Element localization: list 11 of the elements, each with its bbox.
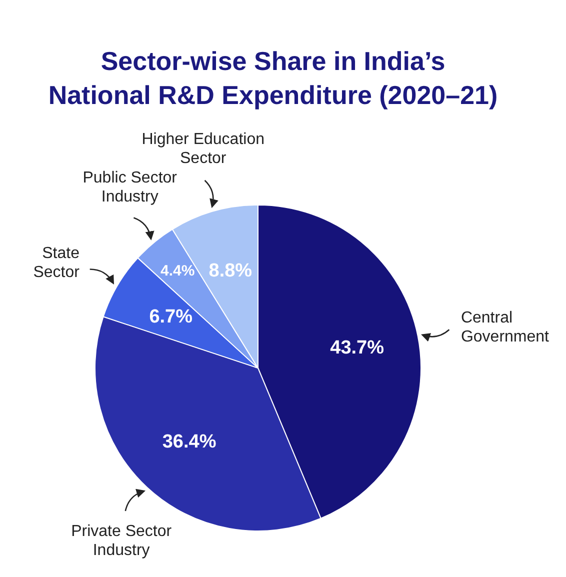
data-label: 4.4%	[160, 262, 195, 280]
slice-label: Central Government	[460, 309, 550, 346]
data-label: 6.7%	[149, 306, 193, 328]
slice-label: State Sector	[33, 245, 80, 282]
chart-title: Sector-wise Share in India’s National R&D Expenditure (2020–21)	[48, 46, 498, 110]
slice-label: Higher Education Sector	[142, 131, 265, 168]
data-label: 43.7%	[330, 338, 384, 359]
data-label: 8.8%	[208, 260, 252, 282]
data-label: 36.4%	[162, 432, 216, 453]
slice-label: Private Sector Industry	[71, 522, 172, 559]
slice-label: Public Sector Industry	[82, 170, 178, 206]
